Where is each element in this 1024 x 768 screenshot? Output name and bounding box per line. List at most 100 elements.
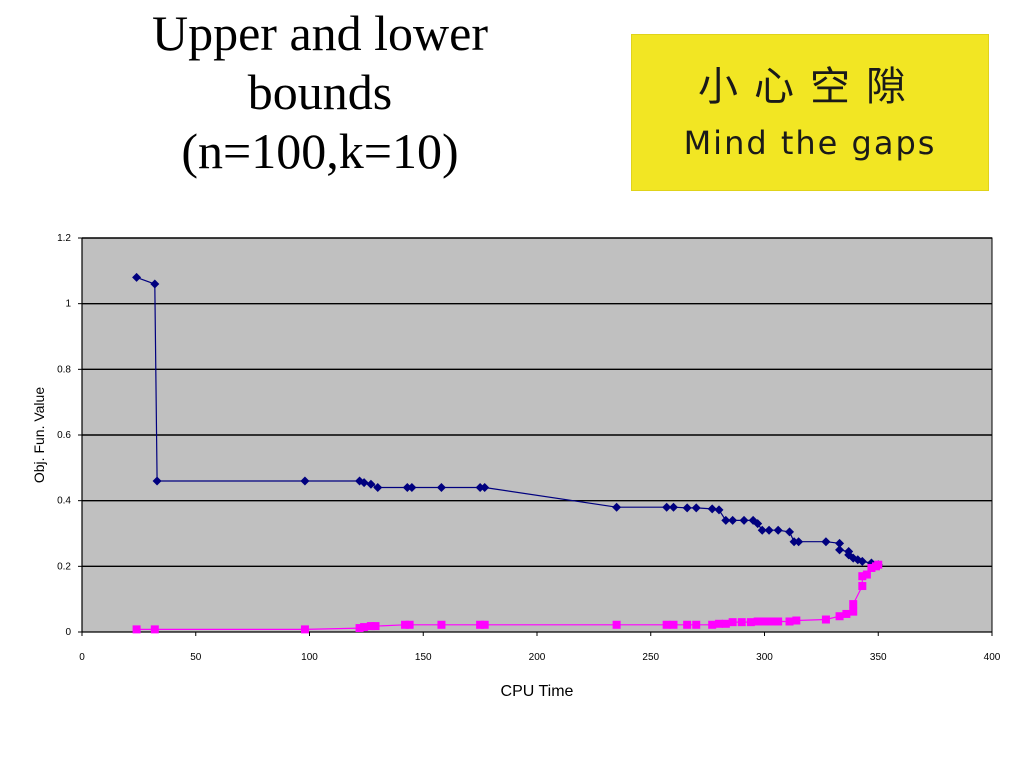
- data-point-square: [849, 607, 858, 616]
- y-tick-label: 1: [65, 299, 71, 310]
- series-2: [132, 560, 883, 634]
- data-point-square: [862, 570, 871, 579]
- data-point-diamond: [691, 503, 701, 513]
- data-point-square: [476, 620, 485, 629]
- x-tick-label: 400: [984, 652, 1001, 663]
- axes: [78, 237, 993, 636]
- data-point-diamond: [669, 502, 678, 512]
- x-tick-label: 100: [301, 652, 318, 663]
- data-point-diamond: [366, 479, 376, 489]
- data-point-diamond: [373, 483, 383, 493]
- data-point-diamond: [436, 483, 446, 493]
- x-tick-label: 0: [79, 652, 85, 663]
- y-tick-label: 0.4: [57, 496, 71, 507]
- data-point-square: [692, 620, 701, 629]
- bounds-chart: 0 0.2 0.4 0.6 0.8 1 1.2 0 50 100 150 200 250 300 350 40…: [31, 233, 1001, 700]
- data-point-square: [355, 624, 364, 633]
- data-point-diamond: [300, 476, 310, 486]
- data-point-diamond: [748, 515, 758, 525]
- data-point-square: [746, 618, 755, 627]
- data-point-square: [612, 620, 621, 629]
- data-point-square: [767, 617, 776, 626]
- data-point-diamond: [714, 505, 724, 515]
- gridlines: [82, 237, 992, 568]
- data-point-square: [437, 620, 446, 629]
- data-point-square: [721, 619, 730, 628]
- title-line-3: (n=100,k=10): [181, 123, 459, 179]
- data-point-square: [360, 623, 369, 632]
- x-tick-label: 50: [190, 652, 202, 663]
- data-point-square: [858, 572, 867, 581]
- data-point-diamond: [857, 556, 867, 566]
- data-point-diamond: [150, 279, 160, 289]
- data-point-diamond: [821, 537, 831, 547]
- x-tick-label: 300: [756, 652, 773, 663]
- data-point-square: [753, 617, 762, 626]
- y-tick-label: 0.8: [57, 364, 71, 375]
- data-point-square: [371, 622, 380, 631]
- data-point-square: [858, 582, 867, 591]
- data-point-diamond: [355, 476, 365, 486]
- series-1: [132, 272, 883, 570]
- data-point-square: [405, 620, 414, 629]
- data-point-diamond: [773, 525, 783, 535]
- data-point-square: [760, 617, 769, 626]
- sign-chinese-text: 小心空隙: [698, 64, 922, 110]
- data-point-diamond: [789, 537, 799, 547]
- data-point-square: [669, 620, 678, 629]
- data-point-diamond: [707, 504, 717, 514]
- data-point-diamond: [739, 515, 749, 525]
- data-point-diamond: [753, 519, 763, 529]
- data-point-diamond: [835, 545, 845, 555]
- data-point-square: [774, 617, 783, 626]
- data-point-square: [708, 620, 717, 629]
- data-series: [132, 272, 883, 634]
- data-point-diamond: [728, 515, 738, 525]
- y-axis-label: Obj. Fun. Value: [31, 387, 47, 483]
- data-point-square: [132, 625, 141, 634]
- data-point-diamond: [757, 525, 767, 535]
- data-point-square: [867, 563, 876, 572]
- data-point-square: [401, 620, 410, 629]
- x-tick-label: 200: [529, 652, 546, 663]
- data-point-diamond: [475, 483, 485, 493]
- x-tick-label: 150: [415, 652, 432, 663]
- data-point-diamond: [152, 476, 162, 486]
- data-point-square: [835, 612, 844, 621]
- data-point-diamond: [359, 478, 369, 488]
- data-point-diamond: [835, 538, 845, 548]
- data-point-diamond: [764, 525, 774, 535]
- slide-title: Upper and lower bounds (n=100,k=10): [60, 4, 580, 181]
- data-point-diamond: [480, 483, 490, 493]
- data-point-diamond: [132, 272, 142, 282]
- data-point-square: [842, 609, 851, 618]
- data-point-diamond: [785, 527, 795, 537]
- y-tick-label: 1.2: [57, 233, 71, 244]
- data-point-square: [849, 600, 858, 609]
- data-point-square: [715, 619, 723, 628]
- x-tick-label: 250: [642, 652, 659, 663]
- data-point-square: [728, 618, 737, 627]
- data-point-square: [480, 620, 489, 629]
- data-point-diamond: [662, 502, 672, 512]
- data-point-square: [300, 625, 309, 634]
- data-point-diamond: [721, 515, 731, 525]
- data-point-square: [737, 618, 746, 627]
- data-point-square: [874, 560, 883, 569]
- data-point-diamond: [794, 537, 804, 547]
- data-point-square: [150, 625, 159, 634]
- data-point-diamond: [402, 483, 412, 493]
- x-tick-label: 350: [870, 652, 887, 663]
- data-point-diamond: [682, 503, 692, 513]
- y-tick-label: 0.6: [57, 430, 71, 441]
- data-point-square: [662, 620, 671, 629]
- title-line-1: Upper and lower: [152, 5, 488, 61]
- x-axis-label: CPU Time: [501, 683, 574, 700]
- tick-labels: 0 0.2 0.4 0.6 0.8 1 1.2 0 50 100 150 200 250 300 350 40…: [57, 233, 1001, 663]
- mind-the-gaps-sign: 小心空隙 Mind the gaps: [631, 34, 989, 191]
- data-point-square: [792, 616, 801, 625]
- data-point-square: [821, 615, 830, 624]
- y-tick-label: 0: [65, 627, 71, 638]
- data-point-square: [366, 622, 375, 631]
- data-point-diamond: [407, 483, 417, 493]
